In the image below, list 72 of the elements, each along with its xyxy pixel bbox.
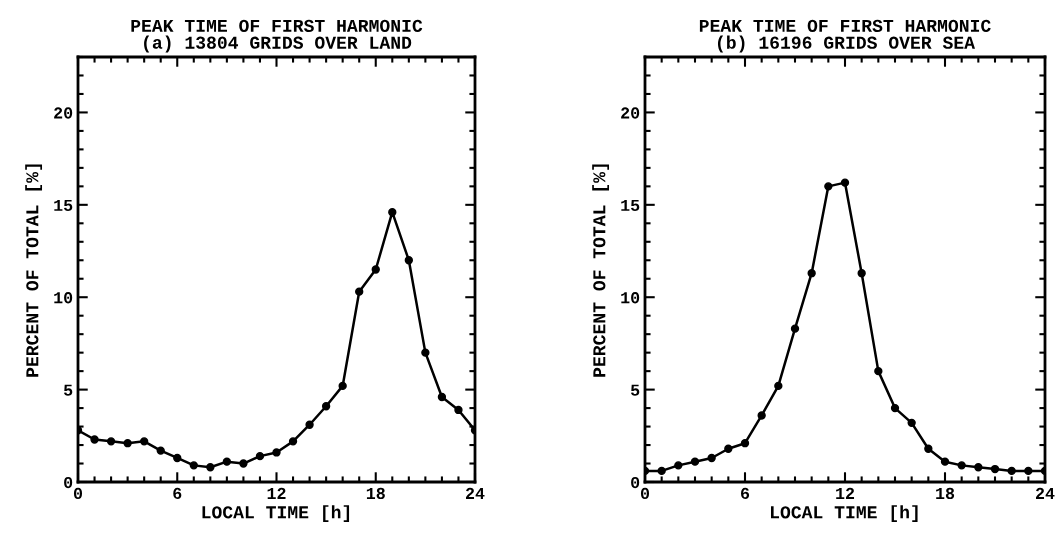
point	[724, 444, 733, 453]
point	[454, 405, 463, 415]
y-axis-title: PERCENT OF TOTAL [%]	[25, 164, 43, 377]
point	[189, 461, 198, 470]
point	[388, 208, 397, 217]
point	[824, 182, 833, 191]
x-tick-label: 0	[73, 487, 83, 500]
point	[371, 265, 380, 274]
point	[940, 457, 950, 466]
point	[106, 437, 116, 446]
y-tick-label: 15	[621, 199, 640, 212]
point	[321, 402, 331, 411]
point	[404, 256, 414, 265]
point	[206, 463, 215, 472]
chart-title: PEAK TIME OF FIRST HARMONIC (b) 16196 GRIDS OVER SEA	[699, 19, 991, 53]
x-axis-title: LOCAL TIME [h]	[771, 505, 918, 523]
x-tick-label: 0	[640, 487, 650, 500]
point	[924, 444, 933, 453]
y-tick-label: 20	[621, 107, 640, 119]
y-tick-label: 20	[54, 107, 73, 119]
point	[757, 411, 766, 420]
point	[840, 178, 850, 187]
point	[437, 392, 447, 402]
point	[674, 461, 683, 470]
point	[707, 453, 716, 463]
point	[173, 453, 182, 463]
x-axis-title: LOCAL TIME [h]	[202, 505, 350, 523]
x-tick-label: 18	[936, 487, 955, 500]
point	[857, 269, 866, 278]
point	[974, 463, 983, 472]
x-tick-label: 12	[267, 487, 286, 499]
point	[288, 437, 298, 446]
point	[272, 448, 281, 457]
point	[1024, 466, 1033, 476]
point	[239, 459, 248, 468]
point	[222, 457, 232, 466]
point	[305, 420, 314, 429]
point	[740, 439, 750, 448]
point	[874, 366, 883, 376]
y-tick-label: 10	[54, 292, 73, 304]
y-tick-label: 0	[631, 476, 640, 489]
y-tick-label: 15	[54, 199, 73, 212]
point	[255, 451, 265, 461]
y-tick-label: 0	[64, 476, 73, 489]
point	[355, 287, 364, 296]
point	[338, 381, 347, 391]
point	[990, 464, 1000, 474]
point	[657, 466, 666, 476]
x-tick-label: 18	[366, 487, 385, 500]
point	[890, 403, 900, 413]
y-tick-label: 5	[63, 384, 73, 396]
y-tick-label: 10	[621, 292, 640, 304]
point	[421, 348, 430, 357]
point	[907, 418, 916, 428]
point	[957, 461, 966, 470]
point	[690, 457, 700, 466]
point	[807, 269, 816, 278]
x-tick-label: 24	[466, 487, 485, 499]
chart-title: PEAK TIME OF FIRST HARMONIC (a) 13804 GRIDS OVER LAND	[131, 19, 423, 53]
point	[156, 446, 165, 455]
point	[123, 439, 132, 448]
point	[1007, 466, 1016, 476]
x-tick-label: 24	[1036, 487, 1055, 499]
point	[90, 435, 99, 444]
point	[139, 437, 149, 446]
x-tick-label: 12	[836, 487, 855, 499]
point	[790, 324, 800, 333]
x-tick-label: 6	[173, 487, 182, 500]
x-tick-label: 6	[741, 487, 750, 500]
point	[774, 381, 783, 391]
y-axis-title: PERCENT OF TOTAL [%]	[592, 164, 610, 377]
y-tick-label: 5	[630, 384, 640, 396]
